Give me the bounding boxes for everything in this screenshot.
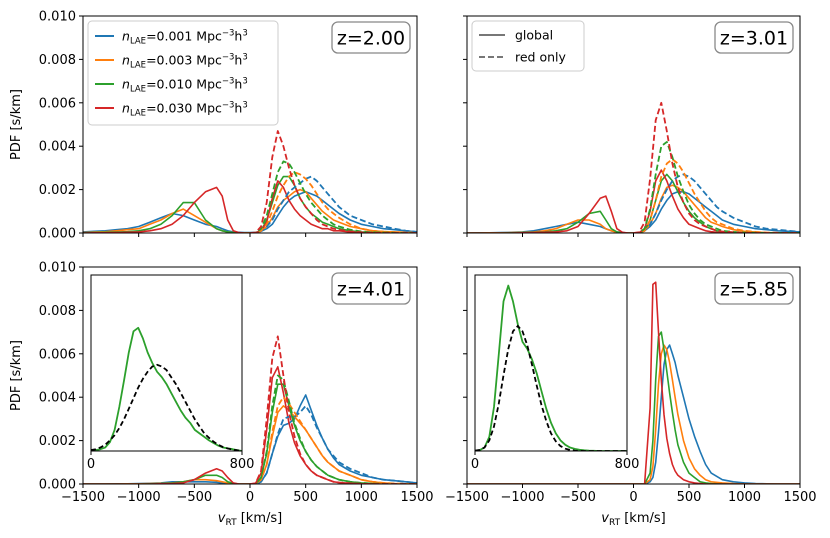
inset: 0 800 bbox=[87, 274, 255, 472]
legend-density: nLAE=0.001 Mpc−3h3 nLAE=0.003 Mpc−3h3 nLAE… bbox=[87, 20, 279, 126]
plot-area bbox=[467, 101, 800, 233]
redshift-text: z=4.01 bbox=[337, 279, 405, 301]
series-redonly-n0.001 bbox=[250, 175, 417, 233]
x-axis-label: vRT [km/s] bbox=[601, 511, 665, 528]
legend-label: nLAE=0.010 Mpc−3h3 bbox=[122, 77, 248, 95]
inset-frame bbox=[474, 274, 628, 452]
inset-histogram bbox=[475, 284, 627, 451]
y-tick-label: 0.004 bbox=[39, 391, 76, 406]
y-axis-label: PDF [s/km] bbox=[9, 340, 24, 411]
series-global-n0.030 bbox=[467, 281, 800, 484]
series-redonly-n0.010 bbox=[250, 160, 417, 233]
y-tick-label: 0.002 bbox=[39, 183, 76, 198]
plot-area bbox=[83, 130, 417, 233]
series-global-n0.003 bbox=[83, 188, 417, 233]
legend-label: global bbox=[515, 28, 553, 43]
x-axis-label: vRT [km/s] bbox=[218, 511, 282, 528]
x-tick-label: 500 bbox=[677, 490, 702, 505]
redshift-box bbox=[714, 272, 794, 305]
redshift-box bbox=[331, 272, 411, 305]
legend-label: nLAE=0.001 Mpc−3h3 bbox=[122, 29, 248, 47]
redshift-label: z=2.00 bbox=[331, 21, 411, 54]
inset-x-tick-label: 0 bbox=[87, 457, 95, 472]
series-redonly-n0.003 bbox=[250, 396, 417, 484]
inset-gaussian bbox=[475, 324, 627, 451]
x-tick-label: 1000 bbox=[345, 490, 378, 505]
inset-histogram bbox=[91, 326, 242, 451]
y-tick-label: 0.008 bbox=[39, 304, 76, 319]
series-global-n0.003 bbox=[467, 344, 800, 484]
panel-2: z=3.01 bbox=[463, 15, 801, 237]
inset-plot bbox=[475, 284, 627, 451]
inset-frame bbox=[90, 274, 243, 452]
redshift-text: z=2.00 bbox=[337, 28, 405, 50]
series-global-n0.001 bbox=[83, 191, 417, 233]
inset-gaussian bbox=[91, 363, 242, 451]
y-axis-label: PDF [s/km] bbox=[9, 89, 24, 160]
legend-label: nLAE=0.030 Mpc−3h3 bbox=[122, 101, 248, 119]
x-tick-label: −1000 bbox=[501, 490, 545, 505]
inset: 0 800 bbox=[471, 274, 640, 472]
inset-x-tick-label: 800 bbox=[230, 457, 255, 472]
inset-bg bbox=[91, 275, 242, 451]
redshift-box bbox=[714, 21, 794, 54]
series-global-n0.010 bbox=[83, 175, 417, 233]
redshift-label: z=5.85 bbox=[714, 272, 794, 305]
redshift-text: z=5.85 bbox=[720, 279, 788, 301]
x-tick-label: 0 bbox=[629, 490, 637, 505]
series-global-n0.003 bbox=[467, 184, 800, 233]
redshift-box bbox=[331, 21, 411, 54]
x-tick-label: −500 bbox=[560, 490, 596, 505]
legend-style: global red only bbox=[471, 20, 585, 72]
y-tick-label: 0.006 bbox=[39, 96, 76, 111]
legend-label: red only bbox=[515, 50, 567, 65]
x-tick-label: 1500 bbox=[400, 490, 433, 505]
panel-1: 0.000 0.002 0.004 0.006 0.008 0.010 PDF [s/km]… bbox=[9, 10, 418, 242]
x-tick-label: 1500 bbox=[783, 490, 816, 505]
series-redonly-n0.003 bbox=[633, 158, 800, 233]
series-global-n0.030 bbox=[83, 180, 417, 233]
inset-x-tick-label: 0 bbox=[471, 457, 479, 472]
series-redonly-n0.003 bbox=[250, 171, 417, 233]
x-tick-label: 1000 bbox=[728, 490, 761, 505]
y-tick-label: 0.010 bbox=[39, 10, 76, 25]
inset-x-tick-label: 800 bbox=[615, 457, 640, 472]
legend-label: nLAE=0.003 Mpc−3h3 bbox=[122, 53, 248, 71]
legend-frame bbox=[471, 20, 585, 72]
y-tick-label: 0.010 bbox=[39, 261, 76, 276]
redshift-label: z=4.01 bbox=[331, 272, 411, 305]
y-tick-label: 0.006 bbox=[39, 347, 76, 362]
x-tick-label: −500 bbox=[176, 490, 212, 505]
x-tick-label: 500 bbox=[293, 490, 318, 505]
panel-3: −1500 −1000 −500 0 500 1000 1500 0.000 0.002 0.00… bbox=[9, 261, 434, 529]
series-redonly-n0.001 bbox=[250, 404, 417, 484]
y-tick-label: 0.002 bbox=[39, 434, 76, 449]
panel-4: −1500 −1000 −500 0 500 1000 1500 vRT [km/s] z=5.… bbox=[445, 266, 817, 528]
series-redonly-n0.001 bbox=[633, 173, 800, 233]
series-redonly-n0.010 bbox=[633, 140, 800, 233]
y-tick-label: 0.000 bbox=[39, 227, 76, 242]
series-global-n0.001 bbox=[467, 191, 800, 233]
redshift-label: z=3.01 bbox=[714, 21, 794, 54]
x-tick-label: −1500 bbox=[61, 490, 105, 505]
inset-plot bbox=[91, 326, 242, 451]
redshift-text: z=3.01 bbox=[720, 28, 788, 50]
x-tick-label: 0 bbox=[246, 490, 254, 505]
x-tick-label: −1000 bbox=[117, 490, 161, 505]
y-tick-label: 0.008 bbox=[39, 53, 76, 68]
series-global-n0.001 bbox=[467, 344, 800, 484]
y-tick-label: 0.000 bbox=[39, 478, 76, 493]
y-tick-label: 0.004 bbox=[39, 140, 76, 155]
series-redonly-n0.030 bbox=[249, 335, 417, 484]
series-redonly-n0.030 bbox=[633, 101, 800, 233]
series-redonly-n0.030 bbox=[249, 130, 417, 233]
x-tick-label: −1500 bbox=[445, 490, 489, 505]
legend-frame bbox=[87, 20, 279, 126]
